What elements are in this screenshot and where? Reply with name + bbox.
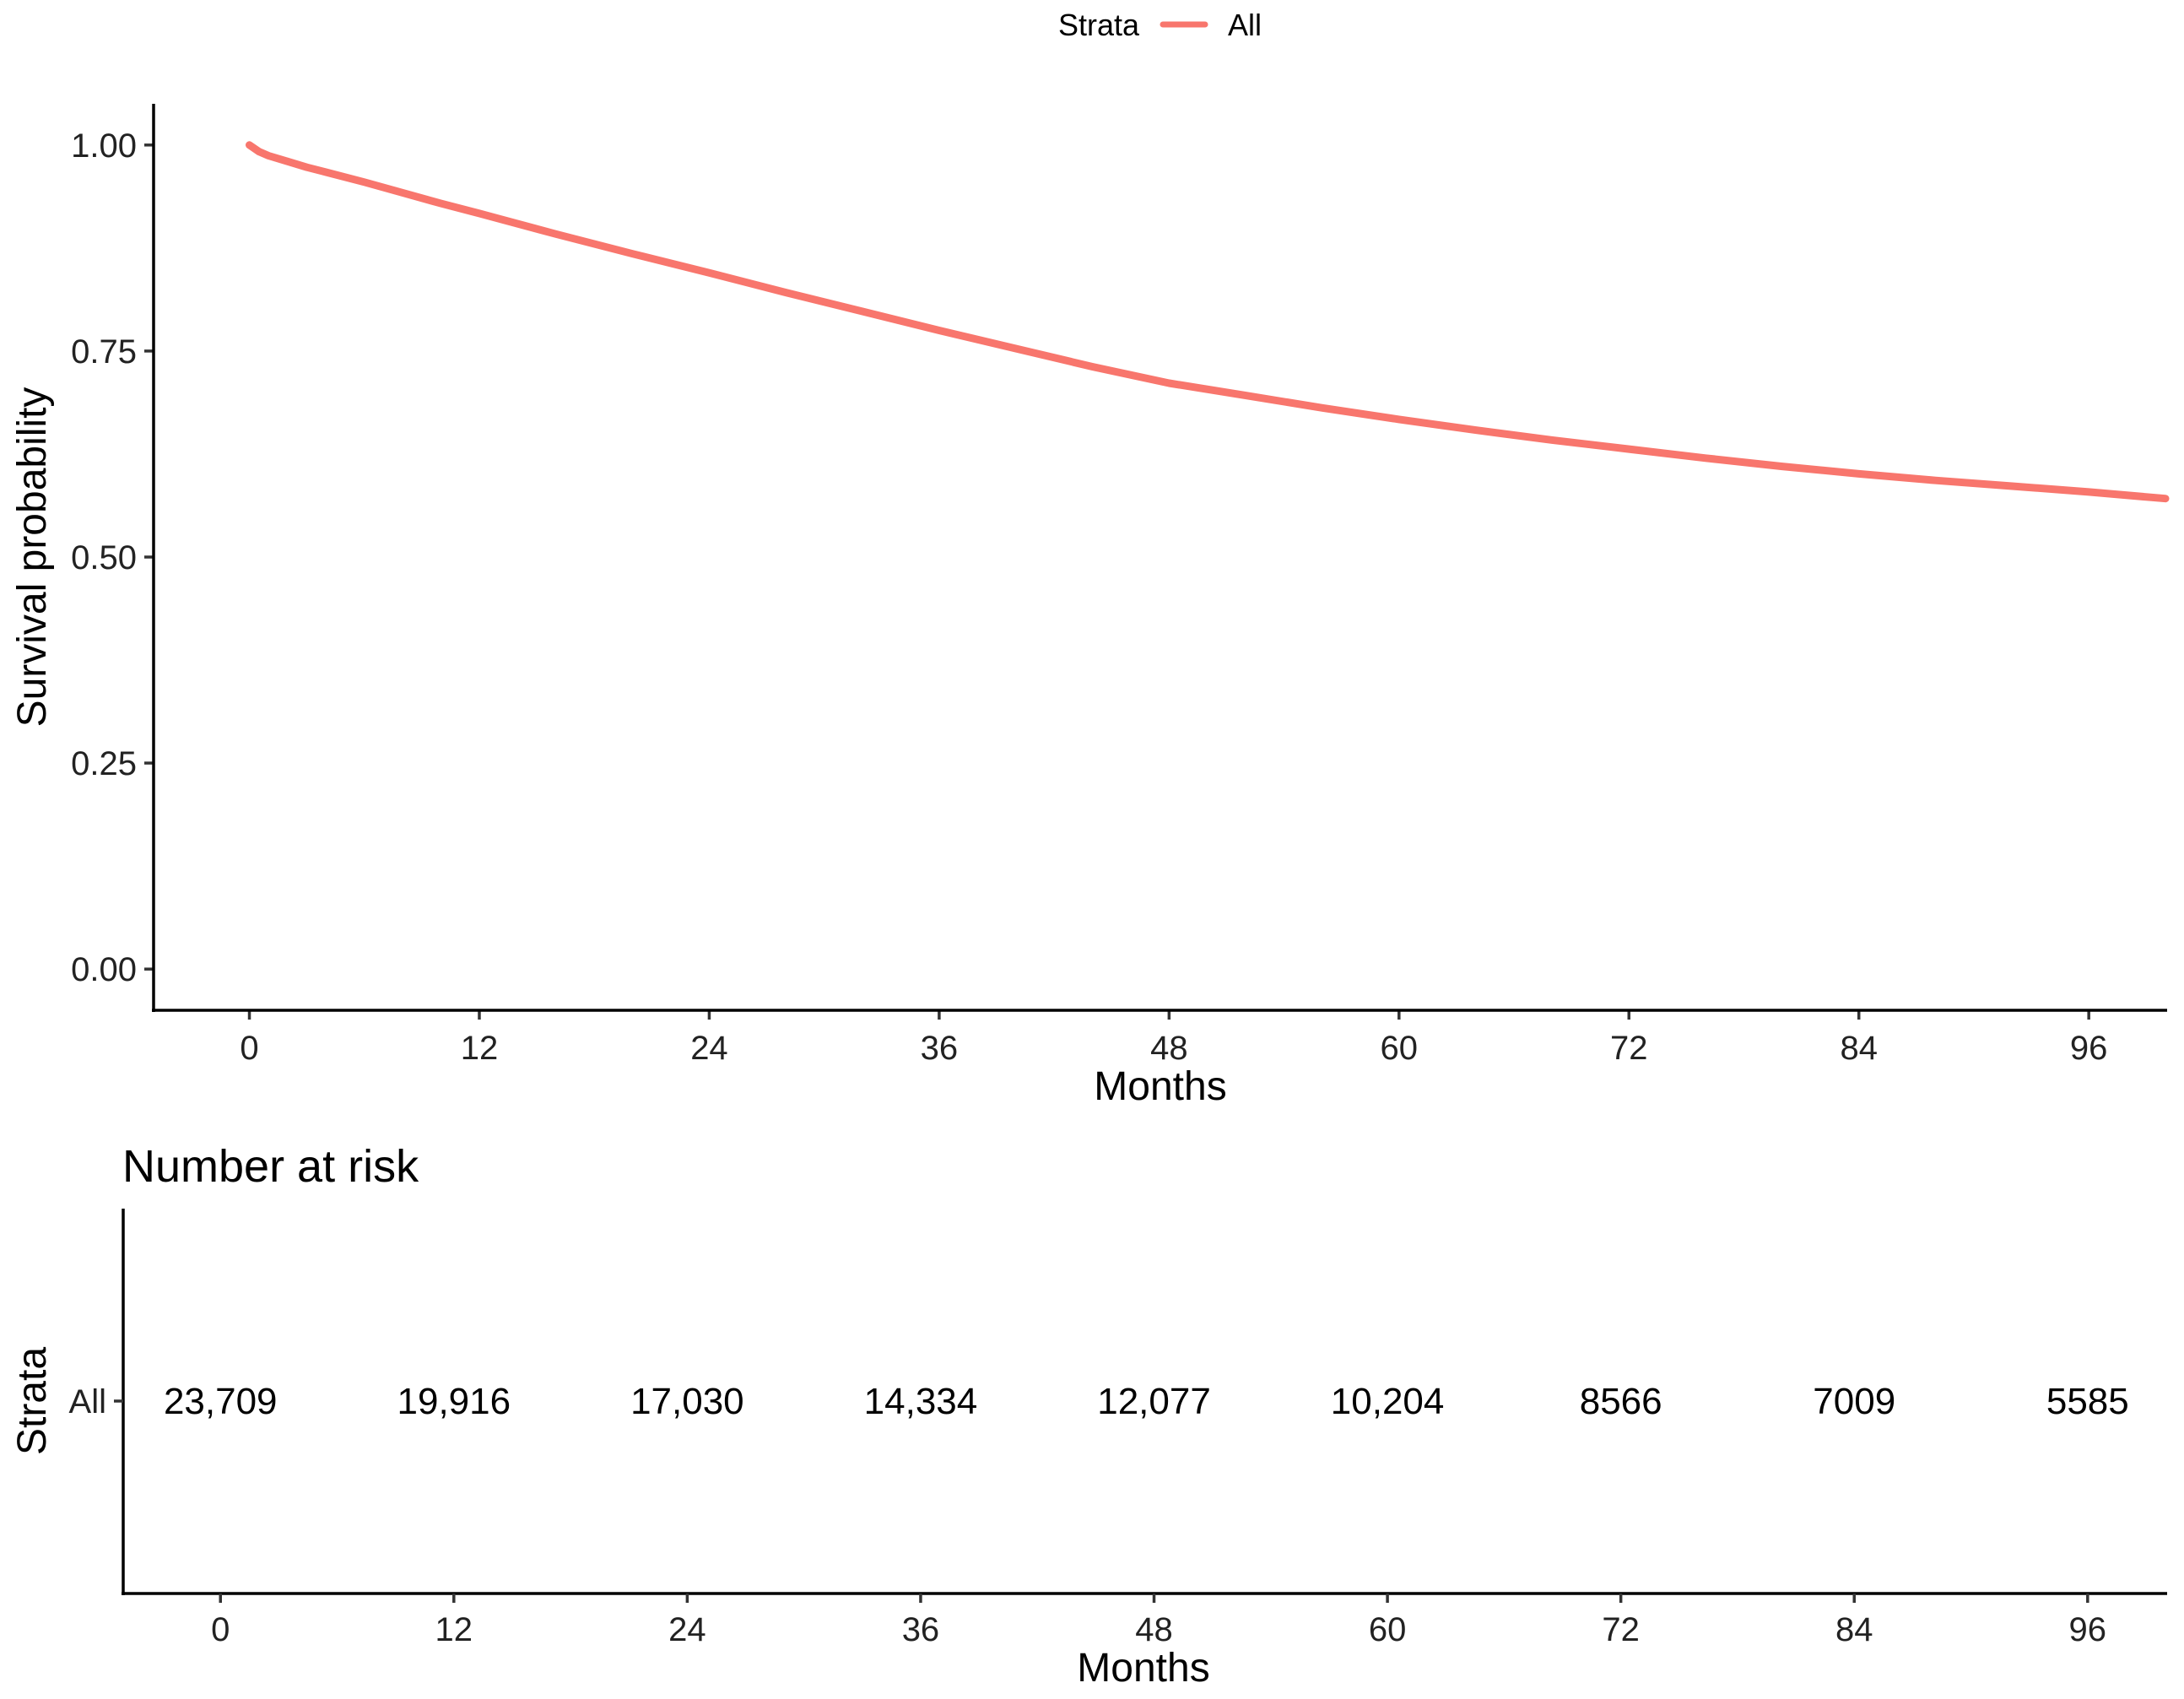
y-tick-label: 0.50 bbox=[71, 539, 137, 576]
risk-value-cell: 19,916 bbox=[397, 1381, 511, 1422]
y-tick-label: 0.75 bbox=[71, 333, 137, 371]
risk-y-axis-title: Strata bbox=[10, 1347, 55, 1455]
risk-table-title: Number at risk bbox=[122, 1141, 419, 1192]
y-tick-label: 1.00 bbox=[71, 127, 137, 165]
risk-x-tick-label: 36 bbox=[902, 1611, 940, 1648]
survival-plot: 0.00 0.25 0.50 0.75 1.00 0 12 24 36 48 60 72 84 96 M… bbox=[10, 104, 2170, 1109]
risk-x-tick-label: 60 bbox=[1369, 1611, 1407, 1648]
risk-value-cell: 5585 bbox=[2046, 1381, 2129, 1422]
risk-value-cell: 10,204 bbox=[1331, 1381, 1445, 1422]
risk-x-tick-label: 12 bbox=[435, 1611, 473, 1648]
risk-value-cell: 17,030 bbox=[630, 1381, 744, 1422]
risk-value-cell: 7009 bbox=[1813, 1381, 1895, 1422]
risk-x-tick-label: 24 bbox=[668, 1611, 706, 1648]
legend-title: Strata bbox=[1058, 8, 1140, 42]
x-tick-label: 12 bbox=[461, 1030, 499, 1067]
risk-table: Number at risk All 23,709 19,916 17,030 14,… bbox=[10, 1141, 2167, 1691]
risk-value-cell: 14,334 bbox=[864, 1381, 978, 1422]
risk-x-tick-label: 84 bbox=[1835, 1611, 1873, 1648]
y-axis-title: Survival probability bbox=[10, 387, 55, 728]
x-tick-label: 36 bbox=[921, 1030, 959, 1067]
x-tick-label: 72 bbox=[1610, 1030, 1648, 1067]
risk-value-cell: 23,709 bbox=[164, 1381, 278, 1422]
x-tick-label: 60 bbox=[1381, 1030, 1419, 1067]
x-tick-label: 0 bbox=[240, 1030, 258, 1067]
risk-values: 23,709 19,916 17,030 14,334 12,077 10,204 8566… bbox=[164, 1381, 2129, 1422]
survival-curve-all bbox=[246, 141, 2170, 503]
risk-x-tick-label: 0 bbox=[211, 1611, 230, 1648]
x-axis-ticks: 0 12 24 36 48 60 72 84 96 bbox=[240, 1010, 2107, 1067]
risk-x-tick-label: 96 bbox=[2069, 1611, 2107, 1648]
x-tick-label: 84 bbox=[1840, 1030, 1878, 1067]
risk-x-tick-label: 72 bbox=[1602, 1611, 1640, 1648]
risk-x-axis-ticks: 0 12 24 36 48 60 72 84 96 bbox=[211, 1593, 2106, 1648]
y-tick-label: 0.25 bbox=[71, 745, 137, 782]
legend: Strata All bbox=[1058, 8, 1262, 42]
y-tick-label: 0.00 bbox=[71, 951, 137, 988]
x-tick-label: 24 bbox=[690, 1030, 728, 1067]
risk-value-cell: 8566 bbox=[1580, 1381, 1662, 1422]
x-tick-label: 96 bbox=[2070, 1030, 2108, 1067]
risk-value-cell: 12,077 bbox=[1097, 1381, 1211, 1422]
y-axis-ticks: 0.00 0.25 0.50 0.75 1.00 bbox=[71, 127, 154, 988]
x-tick-label: 48 bbox=[1150, 1030, 1188, 1067]
risk-row-label-all: All bbox=[69, 1383, 106, 1420]
x-axis-title: Months bbox=[1094, 1064, 1226, 1109]
risk-x-tick-label: 48 bbox=[1135, 1611, 1173, 1648]
legend-entry-all: All bbox=[1228, 8, 1262, 42]
risk-x-axis-title: Months bbox=[1077, 1646, 1209, 1691]
